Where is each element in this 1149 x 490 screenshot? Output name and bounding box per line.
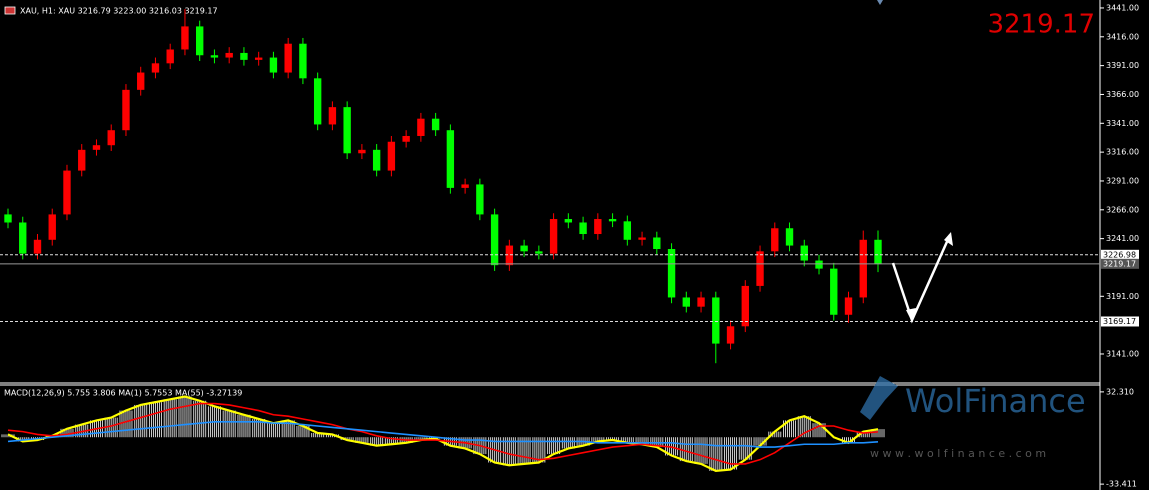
candle-body <box>4 214 12 223</box>
candle-body <box>358 149 366 154</box>
candle-body <box>417 118 425 136</box>
candle-body <box>741 285 749 327</box>
candle-body <box>638 237 646 240</box>
candle-body <box>299 43 307 79</box>
candle-body <box>697 297 705 307</box>
candle-body <box>844 297 853 315</box>
price-level-label: 3169.17 <box>1103 317 1136 326</box>
indicator-line <box>7 402 879 465</box>
candle-body <box>166 49 174 64</box>
candle-body <box>446 130 455 188</box>
candle-body <box>48 214 56 240</box>
candle-body <box>181 26 189 50</box>
y-tick-label: 3316.00 <box>1106 148 1139 157</box>
y-tick-label: 3266.00 <box>1106 205 1139 214</box>
y-tick-label: 3366.00 <box>1106 90 1139 99</box>
candle-body <box>19 222 27 254</box>
watermark-logo <box>860 376 898 420</box>
candle-body <box>608 219 617 222</box>
candle-body <box>520 245 528 252</box>
candle-body <box>549 219 558 254</box>
candle-body <box>564 219 573 223</box>
candle-body <box>431 118 440 131</box>
candle-body <box>122 89 130 131</box>
candle-body <box>328 107 337 125</box>
price-label: 3219.17 <box>987 10 1095 40</box>
candle-body <box>859 239 867 298</box>
period-marker <box>877 0 883 5</box>
candle-body <box>225 52 233 58</box>
candle-body <box>284 43 292 73</box>
price-level-label: 3219.17 <box>1103 259 1136 268</box>
candle-body <box>402 135 410 142</box>
candle-body <box>63 170 71 215</box>
candle-body <box>92 145 101 150</box>
candle-body <box>269 57 278 73</box>
arrow-head <box>906 308 916 322</box>
candle-body <box>874 239 882 264</box>
chart-title: XAU, H1: XAU 3216.79 3223.00 3216.03 321… <box>20 7 218 16</box>
candle-body <box>372 149 381 171</box>
y-tick-label: 3441.00 <box>1106 3 1139 12</box>
candle-body <box>505 245 514 266</box>
candle-body <box>240 52 248 60</box>
candle-body <box>78 149 86 171</box>
candle-body <box>653 237 661 250</box>
candle-body <box>313 78 322 125</box>
candle-body <box>756 251 764 286</box>
y-tick-label: 3416.00 <box>1106 32 1139 41</box>
candle-body <box>137 72 145 90</box>
candle-body <box>726 326 735 344</box>
candle-body <box>579 222 587 235</box>
y-tick-label: 3241.00 <box>1106 234 1139 243</box>
candle-body <box>815 260 823 269</box>
y-tick-label: 3141.00 <box>1106 349 1139 358</box>
symbol-flag <box>4 6 16 15</box>
indicator-line <box>7 420 879 448</box>
candle-body <box>785 228 794 246</box>
candle-body <box>490 214 499 266</box>
candle-body <box>33 239 42 254</box>
watermark: WolFinance <box>905 382 1086 420</box>
candle-body <box>196 26 204 56</box>
y-tick-label: 3341.00 <box>1106 119 1139 128</box>
plot-area: 3441.00 3416.00 3391.00 3366.00 3341.00 3316.… <box>0 3 1139 489</box>
candle-body <box>151 63 160 73</box>
candle-body <box>623 221 632 240</box>
watermark-url: w w w . w o l f i n a n c e . c o m <box>870 447 1046 460</box>
y-tick-label: 3391.00 <box>1106 61 1139 70</box>
candle-body <box>476 184 484 215</box>
candle-body <box>254 57 263 60</box>
indicator-title: MACD(12,26,9) 5.755 3.806 MA(1) 5.7553 M… <box>4 389 242 398</box>
price-level-box <box>1101 316 1139 327</box>
price-level-box <box>1101 258 1139 269</box>
arrow-head <box>944 232 953 246</box>
candle-body <box>594 219 602 235</box>
candle-body <box>667 249 676 298</box>
price-level-label: 3226.98 <box>1103 250 1136 259</box>
candle-body <box>461 184 469 188</box>
price-level-box <box>1101 249 1139 260</box>
candle-body <box>800 245 808 261</box>
candle-body <box>712 297 720 344</box>
y-tick-label: 3191.00 <box>1106 292 1139 301</box>
candle-body <box>107 130 115 146</box>
candle-body <box>343 107 351 154</box>
y-tick-label: -33.411 <box>1106 480 1137 489</box>
indicator-line <box>7 395 879 473</box>
candle-body <box>771 228 779 252</box>
candle-body <box>682 297 690 307</box>
y-tick-label: 3291.00 <box>1106 176 1139 185</box>
candle-body <box>830 268 838 315</box>
candle-body <box>535 251 543 254</box>
candle-body <box>210 55 219 58</box>
y-tick-label: 32.310 <box>1106 387 1134 396</box>
candle-body <box>387 141 396 171</box>
